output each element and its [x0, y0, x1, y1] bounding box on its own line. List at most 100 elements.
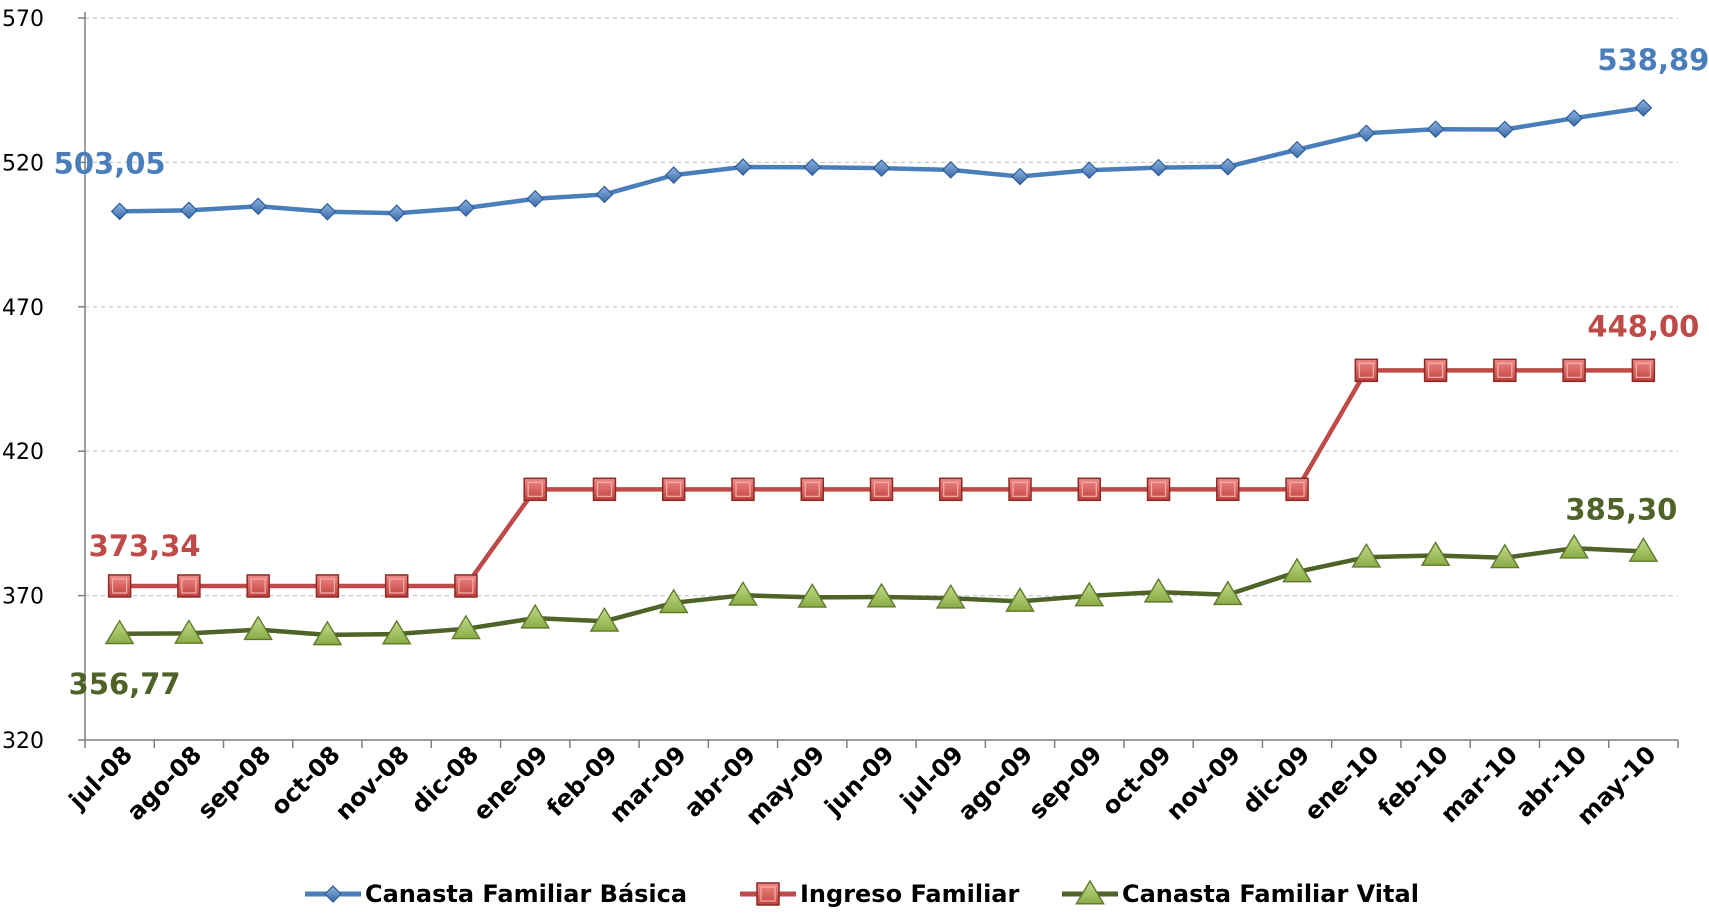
- ingreso-familiar-marker: [1631, 358, 1656, 383]
- canasta-familiar-basica-marker: [457, 199, 475, 217]
- legend-item-canasta-familiar-basica: Canasta Familiar Básica: [305, 880, 687, 908]
- ingreso-familiar-marker: [246, 574, 270, 598]
- ingreso-familiar-marker: [384, 574, 409, 598]
- ingreso-familiar-marker: [731, 477, 755, 502]
- canasta-familiar-vital-marker: [174, 619, 204, 644]
- legend-item-ingreso-familiar: Ingreso Familiar: [740, 880, 1020, 908]
- canasta-familiar-basica-marker: [1426, 120, 1445, 139]
- canasta-familiar-vital-marker: [1628, 537, 1659, 562]
- canasta-familiar-vital-marker: [1143, 577, 1174, 603]
- canasta-familiar-basica-marker: [1011, 167, 1029, 186]
- x-tick-label: ene-10: [1299, 740, 1385, 826]
- canasta-familiar-basica-data-label: 503,05: [54, 146, 166, 180]
- canasta-familiar-basica-marker: [595, 185, 614, 204]
- x-tick-label: nov-09: [1161, 740, 1246, 825]
- legend-canasta-familiar-basica-marker: [324, 885, 342, 903]
- ingreso-familiar-marker: [177, 574, 201, 598]
- ingreso-familiar-marker: [1423, 358, 1448, 383]
- canasta-familiar-vital-marker: [243, 615, 274, 641]
- y-tick-label: 370: [2, 585, 44, 610]
- ingreso-familiar-marker: [107, 574, 132, 598]
- canasta-familiar-basica-marker: [249, 197, 268, 216]
- canasta-familiar-vital-marker: [520, 603, 551, 629]
- x-tick-label: ago-08: [121, 740, 207, 826]
- canasta-familiar-basica-marker: [803, 158, 822, 177]
- canasta-familiar-vital-marker: [866, 582, 897, 608]
- x-tick-label: sep-08: [192, 740, 276, 824]
- y-tick-label: 470: [2, 296, 44, 321]
- ingreso-familiar-marker: [800, 477, 824, 502]
- canasta-familiar-vital-marker: [1351, 542, 1382, 568]
- ingreso-familiar-marker: [1493, 358, 1517, 383]
- canasta-familiar-basica-marker: [1080, 161, 1099, 180]
- canasta-familiar-vital-marker: [1489, 543, 1520, 569]
- x-tick-label: mar-10: [1435, 740, 1523, 828]
- canasta-familiar-vital-marker: [1282, 557, 1312, 583]
- y-tick-label: 520: [2, 151, 44, 176]
- legend: Canasta Familiar Básica Ingreso Familiar C…: [305, 879, 1419, 908]
- legend-label: Ingreso Familiar: [800, 880, 1020, 908]
- canasta-familiar-basica-marker: [1288, 140, 1306, 159]
- ingreso-familiar-marker: [869, 477, 894, 502]
- legend-label: Canasta Familiar Básica: [365, 880, 687, 908]
- canasta-familiar-vital-data-label: 385,30: [1565, 492, 1677, 526]
- canasta-familiar-basica-marker: [1565, 109, 1583, 128]
- canasta-familiar-basica-marker: [1634, 98, 1653, 117]
- canasta-familiar-basica-marker: [387, 204, 406, 223]
- series-canasta-familiar-vital: [104, 533, 1659, 646]
- canasta-familiar-basica-marker: [318, 202, 337, 221]
- ingreso-familiar-marker: [661, 477, 686, 502]
- x-tick-label: sep-09: [1023, 740, 1107, 824]
- ingreso-familiar-marker: [1008, 477, 1032, 502]
- ingreso-familiar-marker: [315, 574, 340, 598]
- x-tick-label: jun-09: [819, 740, 900, 821]
- x-tick-label: nov-08: [330, 740, 415, 825]
- ingreso-familiar-marker: [1146, 477, 1171, 502]
- ingreso-familiar-marker: [1562, 358, 1586, 383]
- legend-label: Canasta Familiar Vital: [1122, 880, 1419, 908]
- ingreso-familiar-marker: [454, 574, 478, 598]
- y-tick-label: 570: [2, 7, 44, 32]
- ingreso-familiar-marker: [1354, 358, 1379, 383]
- legend-ingreso-familiar-marker: [756, 882, 780, 906]
- legend-canasta-familiar-vital-marker: [1075, 879, 1105, 905]
- canasta-familiar-vital-marker: [589, 606, 620, 632]
- canasta-familiar-vital-marker: [451, 614, 481, 640]
- ingreso-familiar-data-label: 448,00: [1587, 309, 1699, 343]
- ingreso-familiar-marker: [592, 477, 617, 502]
- canasta-familiar-basica-marker: [110, 202, 129, 221]
- canasta-familiar-vital-marker: [1074, 581, 1105, 607]
- canasta-familiar-basica-marker: [872, 159, 891, 178]
- canasta-familiar-vital-marker: [797, 582, 828, 608]
- canasta-familiar-vital-marker: [1005, 587, 1035, 612]
- x-tick-label: ago-09: [953, 740, 1039, 826]
- canasta-familiar-vital-marker: [1559, 533, 1589, 559]
- data-labels: 503,05 538,89 373,34 448,00 356,77 385,30: [54, 43, 1709, 701]
- ingreso-familiar-marker: [1285, 477, 1309, 502]
- y-tick-label: 320: [2, 729, 44, 754]
- canasta-familiar-basica-marker: [1149, 158, 1168, 177]
- canasta-familiar-basica-data-label: 538,89: [1597, 43, 1709, 77]
- canasta-familiar-vital-marker: [1420, 541, 1451, 566]
- canasta-familiar-vital-marker: [935, 583, 966, 609]
- canasta-familiar-basica-marker: [1218, 157, 1237, 176]
- series: [104, 98, 1659, 646]
- ingreso-familiar-marker: [1077, 477, 1102, 502]
- ingreso-familiar-data-label: 373,34: [89, 529, 201, 563]
- x-tick-label: ene-09: [468, 740, 554, 826]
- x-tick-label: mar-09: [604, 740, 692, 828]
- series-ingreso-familiar: [107, 358, 1656, 598]
- canasta-familiar-vital-marker: [104, 619, 135, 645]
- canasta-familiar-basica-marker: [180, 201, 198, 220]
- canasta-familiar-vital-marker: [728, 580, 758, 606]
- legend-item-canasta-familiar-vital: Canasta Familiar Vital: [1062, 879, 1419, 908]
- canasta-familiar-basica-marker: [941, 161, 960, 179]
- canasta-familiar-basica-marker: [734, 158, 752, 176]
- canasta-familiar-vital-marker: [312, 620, 343, 646]
- canasta-familiar-vital-data-label: 356,77: [69, 667, 181, 701]
- canasta-familiar-basica-marker: [526, 189, 545, 208]
- series-canasta-familiar-basica: [110, 98, 1653, 223]
- ingreso-familiar-marker: [523, 477, 547, 502]
